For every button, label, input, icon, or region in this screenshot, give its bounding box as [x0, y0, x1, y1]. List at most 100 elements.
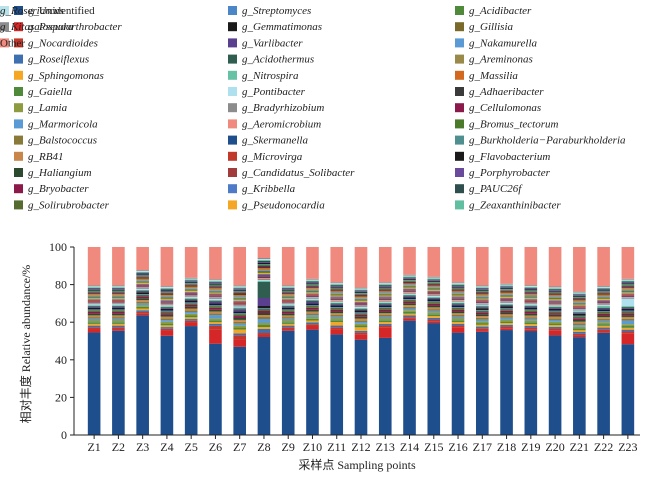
- bar-segment: [524, 320, 538, 323]
- bar-segment: [427, 294, 441, 296]
- bar-segment: [209, 294, 222, 296]
- bar-segment: [306, 290, 319, 292]
- bar-segment: [597, 305, 610, 308]
- bar-segment: [184, 317, 198, 320]
- bar-segment: [112, 318, 125, 321]
- bar-segment: [233, 288, 247, 290]
- axes: 0 20 40 60 80 100 Z1 Z2 Z3 Z4 Z5 Z6 Z7 Z8 Z9 Z10 Z11 Z12 Z…: [49, 240, 640, 454]
- bar-segment: [184, 294, 198, 296]
- bar-segment: [451, 323, 465, 326]
- legend-swatch: [455, 70, 464, 80]
- bar-segment: [378, 304, 392, 306]
- bar-segment: [281, 291, 295, 293]
- bar-segment: [451, 298, 465, 300]
- bar-segment: [330, 291, 344, 293]
- bar-segment: [524, 318, 538, 321]
- bar-segment: [427, 290, 441, 292]
- bar-segment: [330, 304, 344, 306]
- bar-segment: [184, 306, 198, 309]
- bar-segment: [548, 294, 562, 296]
- bar-segment: [136, 278, 149, 280]
- bar-segment: [257, 265, 271, 266]
- bar-segment: [330, 286, 344, 288]
- bar-segment: [378, 322, 392, 324]
- bar-segment: [500, 294, 513, 296]
- bar-segment: [184, 310, 198, 313]
- bar-segment: [451, 311, 465, 314]
- legend-swatch: [228, 151, 237, 161]
- bar-segment: [354, 299, 368, 301]
- legend-swatch: [14, 70, 23, 80]
- bar-segment: [524, 296, 538, 298]
- bar-segment: [427, 314, 441, 317]
- bar-segment: [136, 276, 149, 278]
- bar-segment: [87, 306, 101, 308]
- bar-segment: [354, 291, 368, 293]
- bar-segment: [548, 321, 562, 324]
- bar-segment: [306, 307, 319, 310]
- bar-segment: [330, 302, 344, 304]
- bar-segment: [378, 285, 392, 287]
- bar-segment: [403, 306, 416, 309]
- bar-segment: [281, 329, 295, 331]
- bar-segment: [548, 247, 562, 287]
- bar-segment: [233, 289, 247, 291]
- bar-segment: [500, 323, 513, 325]
- bar-segment: [306, 316, 319, 319]
- bar-segment: [475, 289, 489, 291]
- bar-segment: [160, 305, 174, 307]
- bar-segment: [573, 301, 586, 303]
- legend-swatch: [455, 6, 464, 15]
- bar-segment: [136, 282, 149, 283]
- bar-segment: [281, 304, 295, 306]
- bar-segment: [87, 305, 101, 306]
- bar-segment: [573, 291, 586, 293]
- bar-segment: [160, 287, 174, 288]
- bar-segment: [306, 278, 319, 280]
- bar-segment: [427, 286, 441, 288]
- bar-segment: [136, 281, 149, 283]
- bar-segment: [354, 288, 368, 290]
- x-tick-label: Z14: [400, 440, 419, 454]
- bar-segment: [524, 285, 538, 286]
- bar-segment: [403, 279, 416, 280]
- bar-segment: [524, 311, 538, 314]
- bar-segment: [160, 301, 174, 303]
- bar-segment: [597, 292, 610, 293]
- bar-segment: [548, 301, 562, 302]
- bar-segment: [403, 275, 416, 277]
- bar-segment: [281, 299, 295, 301]
- bar-segment: [451, 304, 465, 306]
- bar-segment: [548, 323, 562, 326]
- bar-segment: [597, 307, 610, 309]
- bar-segment: [548, 325, 562, 327]
- bar-segment: [403, 276, 416, 278]
- bar-segment: [330, 292, 344, 294]
- bar-segment: [184, 285, 198, 287]
- bar-segment: [160, 291, 174, 293]
- bar-segment: [524, 287, 538, 289]
- bar-segment: [597, 325, 610, 328]
- bar-segment: [451, 287, 465, 289]
- legend-swatch: [0, 22, 9, 32]
- legend-label: g_Nitrospira: [242, 70, 299, 82]
- bar-segment: [427, 279, 441, 281]
- legend-label: g_Streptomyces: [242, 5, 311, 17]
- legend-swatch: [228, 168, 237, 177]
- bar-segment: [281, 330, 295, 435]
- bar-segment: [330, 298, 344, 300]
- bar-segment: [500, 299, 513, 301]
- bar-segment: [500, 247, 513, 284]
- bar-segment: [548, 289, 562, 291]
- bar-segment: [112, 290, 125, 292]
- bar-segment: [403, 285, 416, 287]
- bar-segment: [136, 292, 149, 294]
- bar-segment: [378, 314, 392, 317]
- x-tick-label: Z20: [545, 440, 564, 454]
- bar-segment: [87, 311, 101, 314]
- bar-segment: [160, 328, 174, 331]
- bar-segment: [330, 285, 344, 287]
- bar-segment: [378, 316, 392, 319]
- bar-segment: [524, 290, 538, 292]
- bar-segment: [209, 293, 222, 295]
